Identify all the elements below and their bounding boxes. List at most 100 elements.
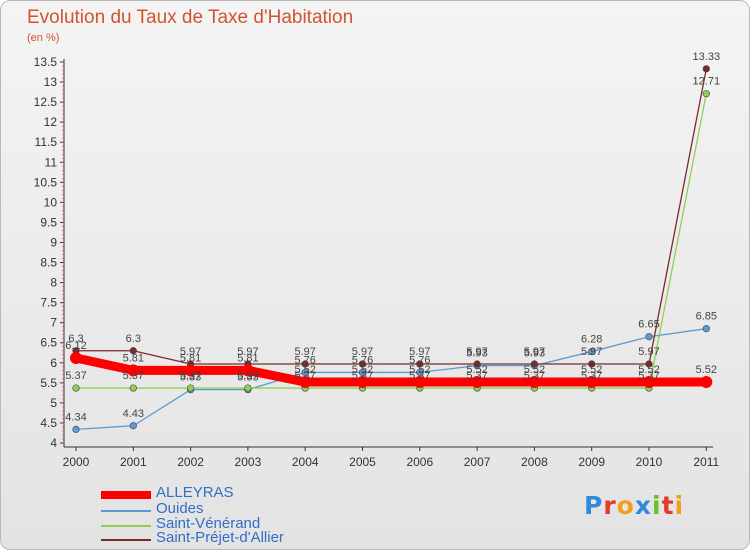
data-label-3: 5.97 [581, 346, 602, 358]
data-label-2: 5.37 [581, 370, 602, 382]
data-point-0 [413, 376, 426, 389]
data-label-3: 5.97 [466, 346, 487, 358]
data-point-3 [358, 360, 367, 368]
data-label-1: 5.93 [466, 348, 487, 360]
data-label-2: 5.37 [638, 370, 659, 382]
data-point-0 [585, 376, 598, 389]
legend-swatch-alleyras [101, 491, 151, 499]
data-point-1 [358, 368, 367, 377]
data-label-3: 5.97 [409, 346, 430, 358]
y-tick-label: 7.5 [40, 296, 57, 310]
x-tick-label: 2002 [177, 455, 204, 469]
data-point-0 [70, 351, 82, 364]
x-tick-label: 2010 [636, 455, 663, 469]
data-label-2: 5.37 [352, 370, 373, 382]
x-tick-label: 2008 [521, 455, 548, 469]
y-tick-label: 8.5 [40, 256, 57, 270]
y-tick-label: 11.5 [35, 135, 58, 149]
y-tick-label: 4 [50, 436, 57, 450]
data-label-2: 5.37 [524, 370, 545, 382]
data-label-2: 5.37 [65, 370, 86, 382]
y-tick-label: 5.5 [40, 376, 57, 390]
y-tick-label: 12.5 [34, 95, 58, 109]
data-label-0: 5.52 [638, 364, 659, 376]
legend-item-saint-prejet: Saint-Préjet-d'Allier [101, 529, 361, 548]
data-label-3: 6.3 [68, 333, 83, 345]
data-point-3 [645, 360, 653, 368]
logo-letter: r [603, 491, 617, 520]
data-label-0: 5.81 [123, 352, 144, 364]
data-label-1: 4.43 [123, 408, 144, 420]
y-tick-label: 12 [44, 115, 58, 129]
data-label-1: 5.33 [180, 372, 201, 384]
logo-letter: P [584, 491, 604, 520]
data-label-3: 6.3 [126, 333, 141, 345]
data-label-3: 5.97 [180, 346, 201, 358]
data-point-1 [702, 325, 710, 333]
data-label-2: 5.37 [180, 370, 201, 382]
series-line-1 [75, 328, 707, 431]
data-label-0: 5.52 [466, 364, 487, 376]
data-label-0: 5.52 [409, 364, 430, 376]
data-label-3: 5.97 [237, 346, 258, 358]
data-point-1 [129, 422, 137, 430]
y-tick-label: 13 [44, 75, 58, 89]
logo-letter: i [674, 491, 685, 520]
data-label-1: 6.28 [581, 334, 602, 346]
logo-letter: x [634, 491, 652, 520]
chart-subtitle: (en %) [27, 32, 60, 44]
data-point-2 [702, 90, 710, 98]
series-line-0 [71, 353, 711, 387]
proxiti-logo: Proxiti [584, 491, 684, 520]
legend-item-ouides: Ouides [101, 500, 361, 519]
data-point-0 [700, 376, 713, 389]
data-point-3 [702, 65, 710, 73]
data-label-2: 12.71 [693, 76, 721, 88]
data-point-0 [643, 376, 655, 389]
x-tick-label: 2001 [120, 455, 147, 469]
data-point-1 [645, 333, 653, 341]
data-point-3 [416, 360, 424, 368]
logo-letter: o [616, 491, 635, 520]
y-tick-label: 10 [44, 195, 58, 209]
data-point-0 [241, 364, 254, 377]
y-tick-label: 13.5 [34, 55, 58, 69]
x-tick-label: 2004 [292, 455, 319, 469]
data-label-2: 5.37 [466, 370, 487, 382]
y-tick-label: 9 [50, 235, 57, 249]
y-tick-label: 6.5 [40, 336, 57, 350]
data-label-2: 5.37 [409, 370, 430, 382]
y-tick-label: 9.5 [40, 215, 57, 229]
legend-swatch-saint-venerand [101, 525, 151, 527]
data-point-2 [129, 384, 137, 392]
y-tick-label: 11 [45, 155, 58, 169]
data-point-3 [530, 360, 539, 368]
data-label-0: 6.12 [65, 340, 86, 352]
legend-item-alleyras: ALLEYRAS [101, 484, 361, 503]
data-label-1: 5.76 [294, 354, 315, 366]
legend-label-ouides: Ouides [156, 500, 204, 517]
data-label-2: 5.37 [123, 370, 144, 382]
x-tick-label: 2003 [235, 455, 262, 469]
data-label-3: 5.97 [524, 346, 545, 358]
data-point-0 [528, 376, 541, 389]
data-label-3: 5.97 [352, 346, 373, 358]
data-point-3 [129, 347, 137, 355]
x-tick-label: 2006 [406, 455, 433, 469]
data-label-1: 5.93 [524, 348, 545, 360]
chart-title: Evolution du Taux de Taxe d'Habitation [27, 7, 354, 28]
data-point-0 [299, 376, 312, 389]
legend-swatch-saint-prejet [101, 539, 151, 541]
logo-letter: i [652, 491, 662, 520]
data-point-1 [588, 347, 596, 356]
data-label-0: 5.52 [581, 364, 602, 376]
x-tick-label: 2007 [464, 455, 491, 469]
data-label-0: 5.52 [352, 364, 373, 376]
legend-item-saint-venerand: Saint-Vénérand [101, 515, 361, 534]
x-tick-label: 2005 [349, 455, 376, 469]
data-label-0: 5.81 [180, 352, 201, 364]
data-point-3 [588, 360, 596, 368]
legend-label-alleyras: ALLEYRAS [156, 484, 234, 501]
